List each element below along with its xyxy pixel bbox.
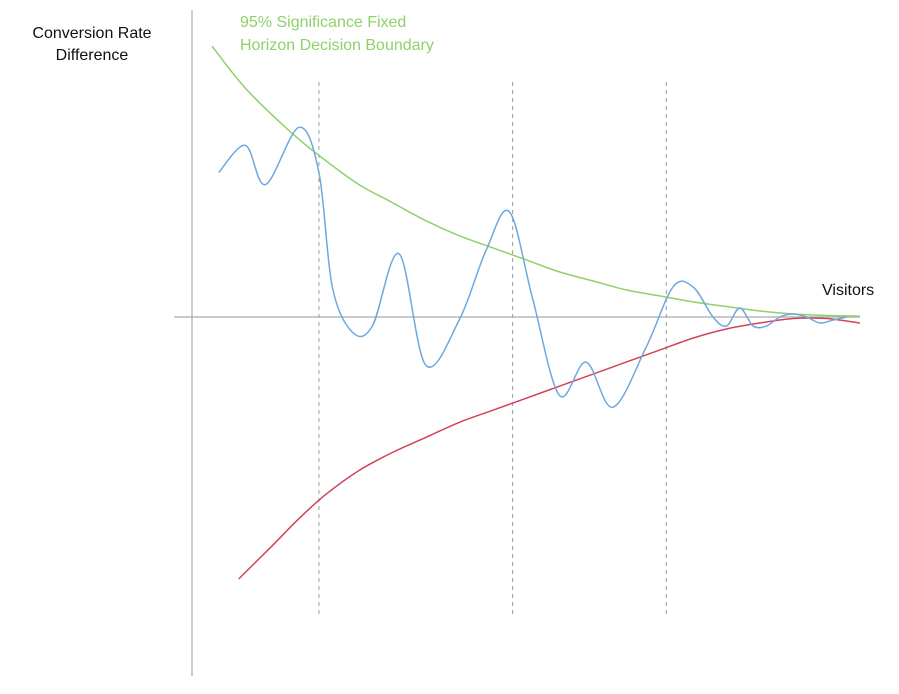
checkpoint-lines — [318, 82, 667, 615]
y-axis-label-line1: Conversion Rate — [32, 25, 151, 42]
boundary-annotation-line2: Horizon Decision Boundary — [240, 37, 434, 54]
y-axis-label-line2: Difference — [56, 47, 129, 64]
upper-decision-boundary-line — [211, 45, 861, 317]
x-axis-label: Visitors — [822, 282, 874, 299]
boundary-annotation-line1: 95% Significance Fixed — [240, 14, 406, 31]
lower-decision-boundary-line — [238, 317, 861, 580]
series-layer — [211, 45, 861, 580]
observed-difference-line — [218, 126, 847, 409]
